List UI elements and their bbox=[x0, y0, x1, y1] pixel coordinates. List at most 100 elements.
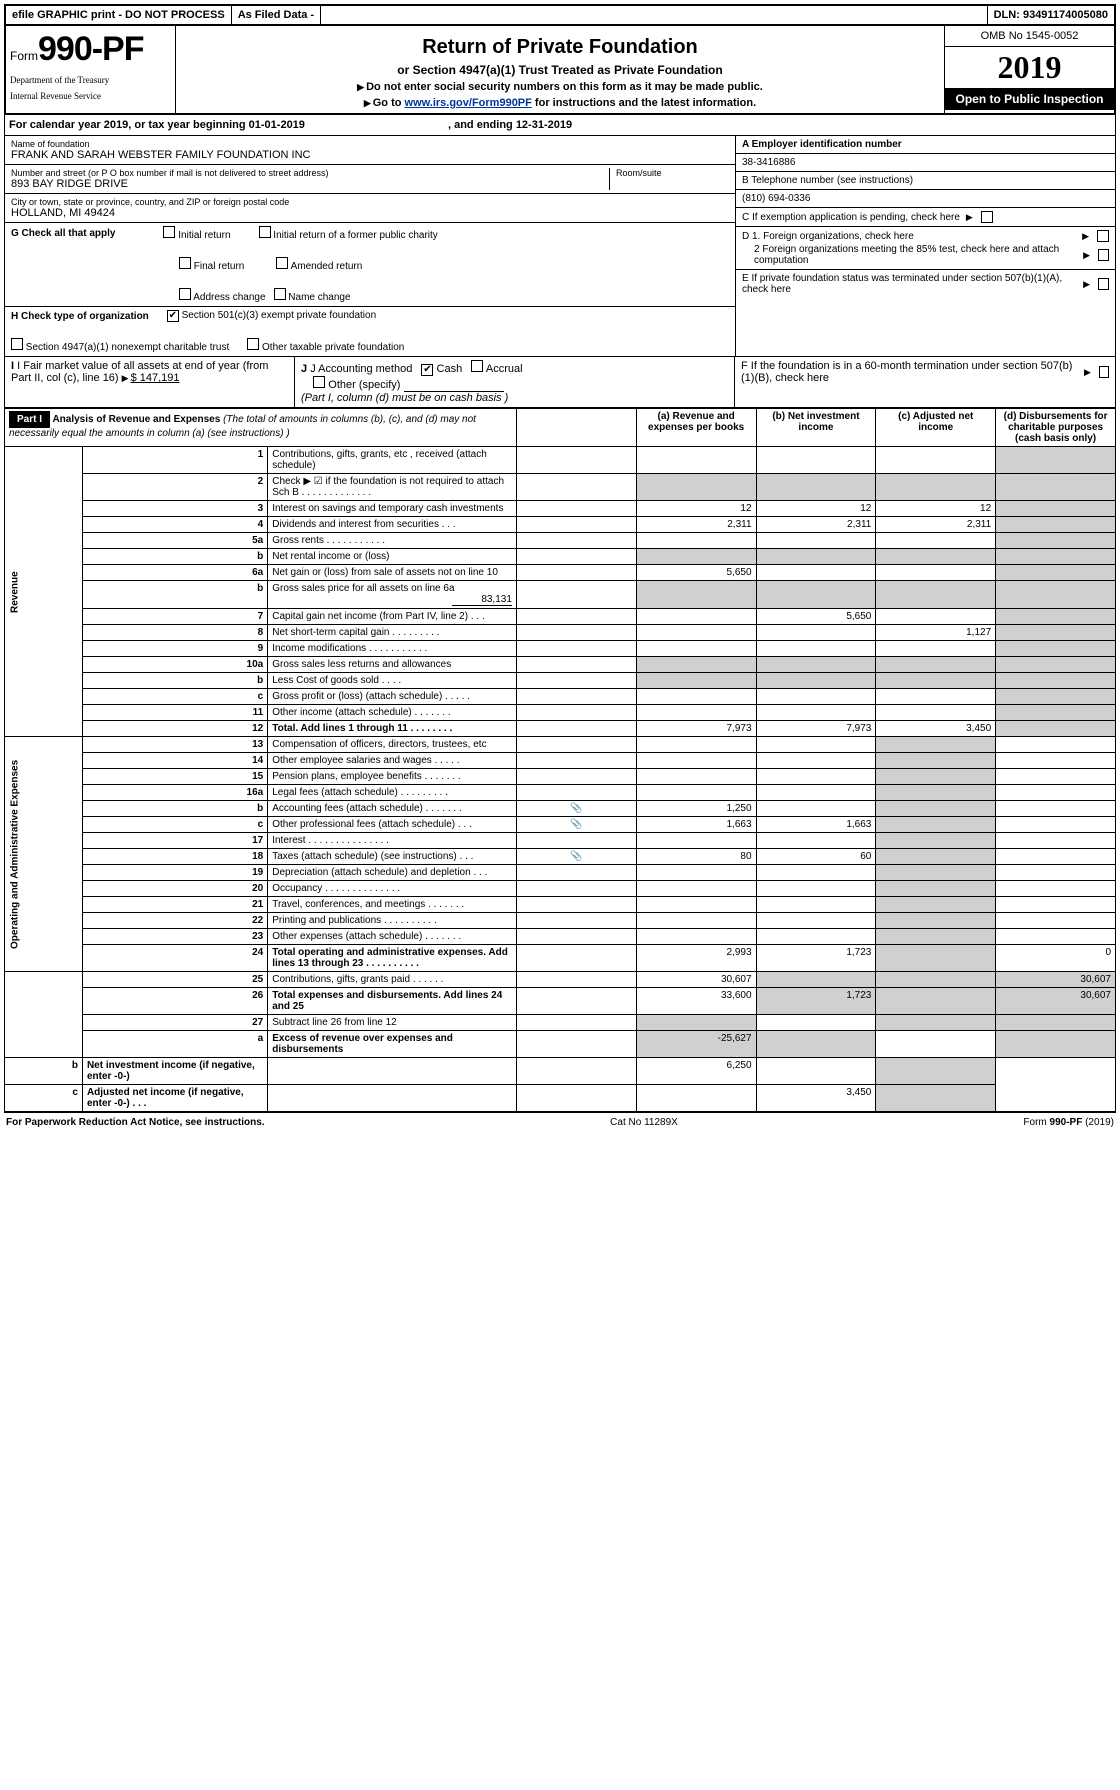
cell-value bbox=[876, 817, 996, 833]
cell-value bbox=[876, 753, 996, 769]
cell-value: 12 bbox=[876, 501, 996, 517]
opt-501c3: Section 501(c)(3) exempt private foundat… bbox=[182, 310, 377, 321]
phone-label: B Telephone number (see instructions) bbox=[742, 175, 1109, 186]
table-row: aExcess of revenue over expenses and dis… bbox=[5, 1031, 1116, 1058]
cell-value bbox=[876, 1031, 996, 1058]
row-number: 18 bbox=[82, 849, 267, 865]
attachment-icon bbox=[516, 929, 636, 945]
table-row: 2Check ▶ ☑ if the foundation is not requ… bbox=[5, 474, 1116, 501]
ein-label: A Employer identification number bbox=[742, 139, 1109, 150]
chk-c[interactable] bbox=[981, 211, 993, 223]
attachment-icon bbox=[516, 1015, 636, 1031]
table-row: 16aLegal fees (attach schedule) . . . . … bbox=[5, 785, 1116, 801]
table-row: 24Total operating and administrative exp… bbox=[5, 945, 1116, 972]
chk-4947[interactable] bbox=[11, 338, 23, 350]
dept-treasury: Department of the Treasury bbox=[10, 75, 171, 85]
chk-d1[interactable] bbox=[1097, 230, 1109, 242]
chk-other-tax[interactable] bbox=[247, 338, 259, 350]
row-number: b bbox=[82, 581, 267, 609]
attachment-icon[interactable] bbox=[516, 849, 636, 865]
cell-value bbox=[876, 474, 996, 501]
cell-value bbox=[756, 581, 876, 609]
cell-value bbox=[636, 689, 756, 705]
chk-addr-change[interactable] bbox=[179, 288, 191, 300]
row-number: c bbox=[5, 1085, 83, 1112]
cell-value bbox=[756, 549, 876, 565]
omb-no: OMB No 1545-0052 bbox=[945, 26, 1114, 47]
row-description: Other expenses (attach schedule) . . . .… bbox=[268, 929, 517, 945]
row-description: Contributions, gifts, grants, etc , rece… bbox=[268, 447, 517, 474]
row-number: 15 bbox=[82, 769, 267, 785]
foundation-name: FRANK AND SARAH WEBSTER FAMILY FOUNDATIO… bbox=[11, 149, 729, 161]
irs-link[interactable]: www.irs.gov/Form990PF bbox=[405, 97, 532, 109]
chk-f[interactable] bbox=[1099, 366, 1109, 378]
chk-501c3[interactable] bbox=[167, 310, 179, 322]
cell-value bbox=[636, 929, 756, 945]
j-cash: Cash bbox=[437, 363, 463, 375]
arrow-icon bbox=[1083, 279, 1092, 290]
cell-value bbox=[996, 721, 1116, 737]
table-row: 20Occupancy . . . . . . . . . . . . . . bbox=[5, 881, 1116, 897]
chk-cash[interactable] bbox=[421, 364, 433, 376]
cell-value: 12 bbox=[636, 501, 756, 517]
as-filed: As Filed Data - bbox=[232, 6, 321, 24]
chk-initial[interactable] bbox=[163, 226, 175, 238]
row-description: Depreciation (attach schedule) and deple… bbox=[268, 865, 517, 881]
cell-value bbox=[636, 785, 756, 801]
cell-value: 1,663 bbox=[636, 817, 756, 833]
row-number: b bbox=[82, 801, 267, 817]
cell-value bbox=[756, 865, 876, 881]
cal-year-begin: For calendar year 2019, or tax year begi… bbox=[9, 119, 305, 131]
dln-value: 93491174005080 bbox=[1023, 9, 1108, 21]
table-row: bAccounting fees (attach schedule) . . .… bbox=[5, 801, 1116, 817]
attachment-icon bbox=[516, 549, 636, 565]
row-number: 14 bbox=[82, 753, 267, 769]
row-description: Net investment income (if negative, ente… bbox=[82, 1058, 267, 1085]
cell-value bbox=[876, 641, 996, 657]
attachment-icon[interactable] bbox=[516, 817, 636, 833]
entity-info: Name of foundation FRANK AND SARAH WEBST… bbox=[4, 136, 1116, 357]
row-number: 13 bbox=[82, 737, 267, 753]
attachment-icon bbox=[268, 1058, 517, 1085]
attachment-icon[interactable] bbox=[516, 801, 636, 817]
chk-name-change[interactable] bbox=[274, 288, 286, 300]
cell-value: 7,973 bbox=[756, 721, 876, 737]
chk-d2[interactable] bbox=[1098, 249, 1109, 261]
cell-value bbox=[756, 897, 876, 913]
chk-accrual[interactable] bbox=[471, 360, 483, 372]
table-row: 18Taxes (attach schedule) (see instructi… bbox=[5, 849, 1116, 865]
col-c-head: (c) Adjusted net income bbox=[876, 409, 996, 447]
chk-other[interactable] bbox=[313, 376, 325, 388]
cell-value bbox=[876, 769, 996, 785]
attachment-icon bbox=[516, 657, 636, 673]
entity-right: A Employer identification number 38-3416… bbox=[735, 136, 1115, 356]
cell-value bbox=[876, 945, 996, 972]
chk-e[interactable] bbox=[1098, 278, 1109, 290]
chk-amended[interactable] bbox=[276, 257, 288, 269]
attachment-icon bbox=[516, 673, 636, 689]
d-row: D 1. Foreign organizations, check here 2… bbox=[736, 227, 1115, 270]
attachment-icon bbox=[516, 833, 636, 849]
cell-value bbox=[876, 689, 996, 705]
cell-value bbox=[756, 1015, 876, 1031]
d1-label: D 1. Foreign organizations, check here bbox=[742, 231, 914, 242]
attachment-icon bbox=[516, 913, 636, 929]
cell-value: 1,723 bbox=[756, 945, 876, 972]
cell-value: 7,973 bbox=[636, 721, 756, 737]
cell-value bbox=[876, 1015, 996, 1031]
row-description: Compensation of officers, directors, tru… bbox=[268, 737, 517, 753]
table-row: 27Subtract line 26 from line 12 bbox=[5, 1015, 1116, 1031]
cell-value bbox=[996, 737, 1116, 753]
table-row: 8Net short-term capital gain . . . . . .… bbox=[5, 625, 1116, 641]
row-description: Accounting fees (attach schedule) . . . … bbox=[268, 801, 517, 817]
ein-value: 38-3416886 bbox=[736, 153, 1115, 171]
attachment-icon bbox=[516, 533, 636, 549]
chk-final[interactable] bbox=[179, 257, 191, 269]
attachment-icon bbox=[516, 501, 636, 517]
c-row: C If exemption application is pending, c… bbox=[736, 208, 1115, 227]
row-description: Other employee salaries and wages . . . … bbox=[268, 753, 517, 769]
opt-amended: Amended return bbox=[291, 261, 363, 272]
chk-initial-former[interactable] bbox=[259, 226, 271, 238]
cell-value bbox=[876, 865, 996, 881]
row-number: c bbox=[82, 817, 267, 833]
